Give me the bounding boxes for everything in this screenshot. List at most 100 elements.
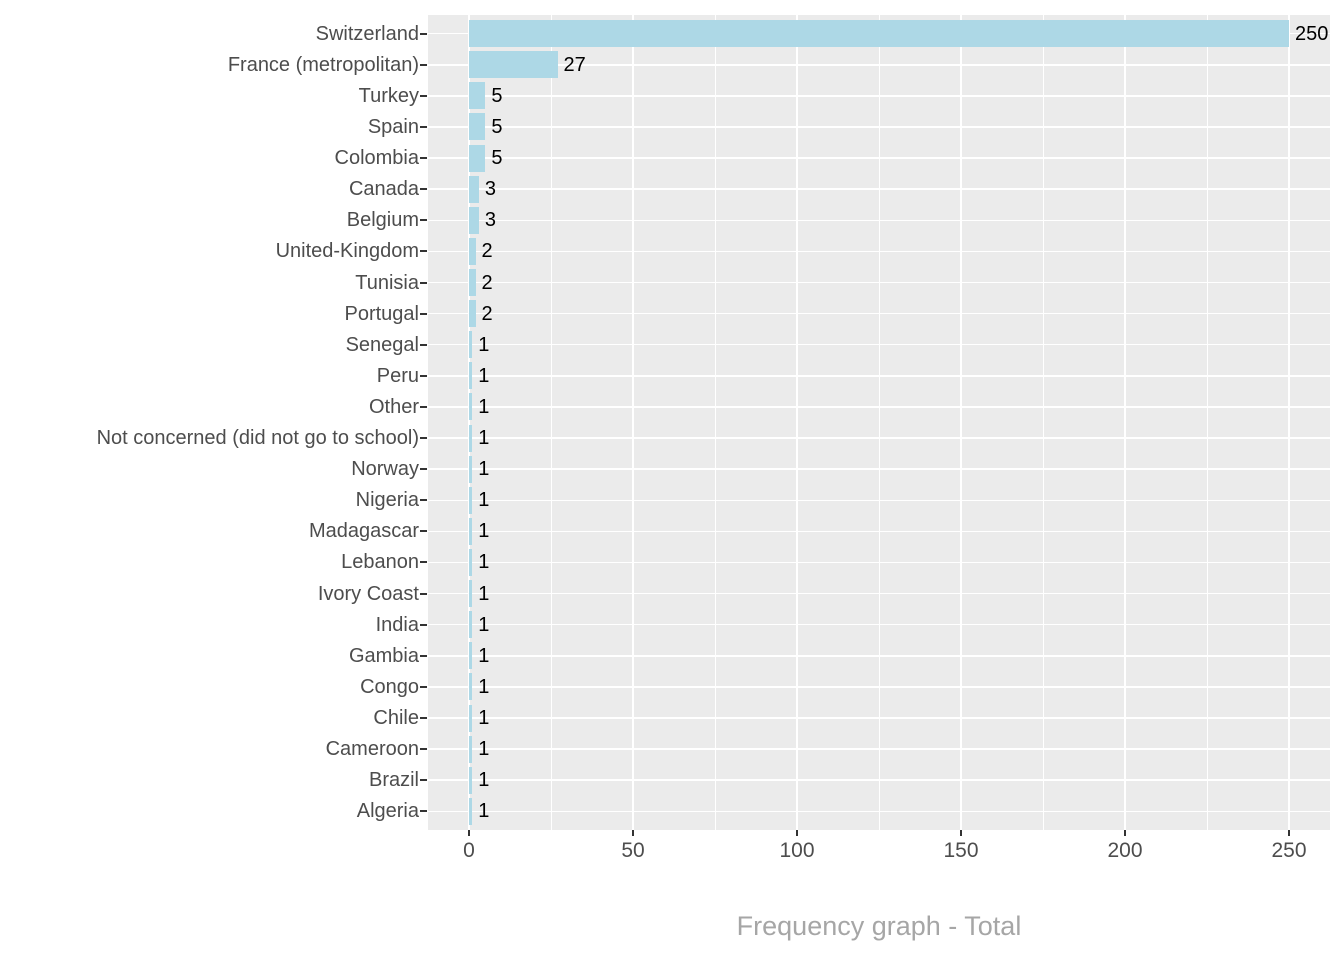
value-label: 1: [478, 582, 490, 605]
gridline-horizontal: [428, 281, 1330, 284]
value-label: 2: [481, 240, 493, 263]
category-label: United-Kingdom: [275, 240, 419, 263]
category-label: Lebanon: [341, 551, 419, 574]
gridline-horizontal: [428, 623, 1330, 626]
y-axis-tick-mark: [420, 530, 427, 533]
y-axis-tick-mark: [420, 312, 427, 315]
gridline-horizontal: [428, 499, 1330, 502]
gridline-horizontal: [428, 312, 1330, 315]
gridline-horizontal: [428, 530, 1330, 533]
category-label: Tunisia: [355, 271, 419, 294]
category-label: Spain: [367, 115, 419, 138]
gridline-horizontal: [428, 219, 1330, 222]
value-label: 5: [491, 147, 503, 170]
value-label: 2: [481, 271, 493, 294]
bar: [469, 673, 473, 701]
value-label: 1: [478, 675, 490, 698]
category-label: Not concerned (did not go to school): [96, 427, 419, 450]
x-axis-ticks: [428, 830, 1330, 836]
x-axis-tick-mark: [632, 830, 634, 836]
bar: [469, 206, 479, 234]
value-label: 1: [478, 489, 490, 512]
category-label: Congo: [360, 675, 419, 698]
bar: [469, 144, 486, 172]
category-label: Brazil: [368, 769, 419, 792]
bar: [469, 548, 473, 576]
value-label: 3: [484, 178, 496, 201]
x-axis-tick-mark: [796, 830, 798, 836]
y-axis-tick-mark: [420, 374, 427, 377]
y-axis-tick-mark: [420, 685, 427, 688]
category-label: Canada: [348, 178, 419, 201]
value-label: 27: [563, 53, 586, 76]
value-label: 1: [478, 520, 490, 543]
y-axis-tick-mark: [420, 63, 427, 66]
gridline-horizontal: [428, 375, 1330, 377]
category-label: Other: [368, 395, 419, 418]
gridline-horizontal: [428, 126, 1330, 128]
gridline-horizontal: [428, 686, 1330, 688]
y-axis-tick-mark: [420, 810, 427, 813]
y-axis-ticks: [420, 15, 427, 830]
y-axis-tick-mark: [420, 654, 427, 657]
y-axis-tick-mark: [420, 188, 427, 191]
gridline-horizontal: [428, 64, 1330, 66]
gridline-horizontal: [428, 188, 1330, 190]
value-label: 1: [478, 644, 490, 667]
gridline-horizontal: [428, 655, 1330, 657]
y-axis-tick-mark: [420, 623, 427, 626]
value-label: 1: [478, 551, 490, 574]
bar: [469, 424, 473, 452]
bar: [469, 237, 476, 265]
bar: [469, 611, 473, 639]
category-label: Cameroon: [325, 738, 419, 761]
value-label: 1: [478, 458, 490, 481]
x-axis-tick-label: 100: [779, 839, 815, 862]
y-axis-tick-mark: [420, 281, 427, 284]
gridline-horizontal: [428, 561, 1330, 564]
gridline-horizontal: [428, 592, 1330, 595]
category-label: France (metropolitan): [227, 53, 419, 76]
x-axis-tick-label: 50: [621, 839, 645, 862]
bar: [469, 20, 1289, 48]
bar: [469, 175, 479, 203]
gridline-vertical-major: [1288, 15, 1290, 830]
value-label: 1: [478, 769, 490, 792]
category-label: Chile: [373, 707, 419, 729]
value-label: 1: [478, 738, 490, 761]
category-label: Switzerland: [315, 22, 419, 45]
value-label: 250: [1295, 22, 1329, 45]
bar: [469, 393, 473, 421]
category-label: Portugal: [344, 302, 420, 325]
gridline-vertical-minor: [550, 15, 552, 830]
category-label: Ivory Coast: [317, 582, 419, 605]
y-axis-tick-mark: [420, 405, 427, 408]
gridline-horizontal: [428, 406, 1330, 408]
value-label: 2: [481, 302, 493, 325]
gridline-vertical-minor: [1042, 15, 1044, 830]
gridline-vertical-minor: [878, 15, 880, 830]
gridline-horizontal: [428, 437, 1330, 439]
x-axis-tick-mark: [1124, 830, 1126, 836]
bar: [469, 51, 558, 79]
y-axis-tick-mark: [420, 499, 427, 502]
value-label: 3: [484, 209, 496, 232]
y-axis-tick-mark: [420, 437, 427, 440]
value-label: 1: [478, 333, 490, 356]
bar: [469, 704, 473, 732]
bar: [469, 362, 473, 390]
bar: [469, 517, 473, 545]
gridline-horizontal: [428, 250, 1330, 253]
bar: [469, 580, 473, 608]
x-axis-tick-label: 200: [1107, 839, 1143, 862]
plot-panel: 250 27 5 5 5 3 3 2 2 2 1 1 1 1 1 1 1 1 1 1 1 1 1 1 1 1: [428, 15, 1330, 830]
y-axis-tick-mark: [420, 125, 427, 128]
gridline-horizontal: [428, 95, 1330, 97]
category-label: India: [375, 613, 419, 636]
bar: [469, 486, 473, 514]
y-axis-tick-mark: [420, 250, 427, 253]
category-label: Norway: [351, 458, 419, 481]
category-label: Belgium: [346, 209, 419, 232]
y-axis-tick-mark: [420, 157, 427, 160]
